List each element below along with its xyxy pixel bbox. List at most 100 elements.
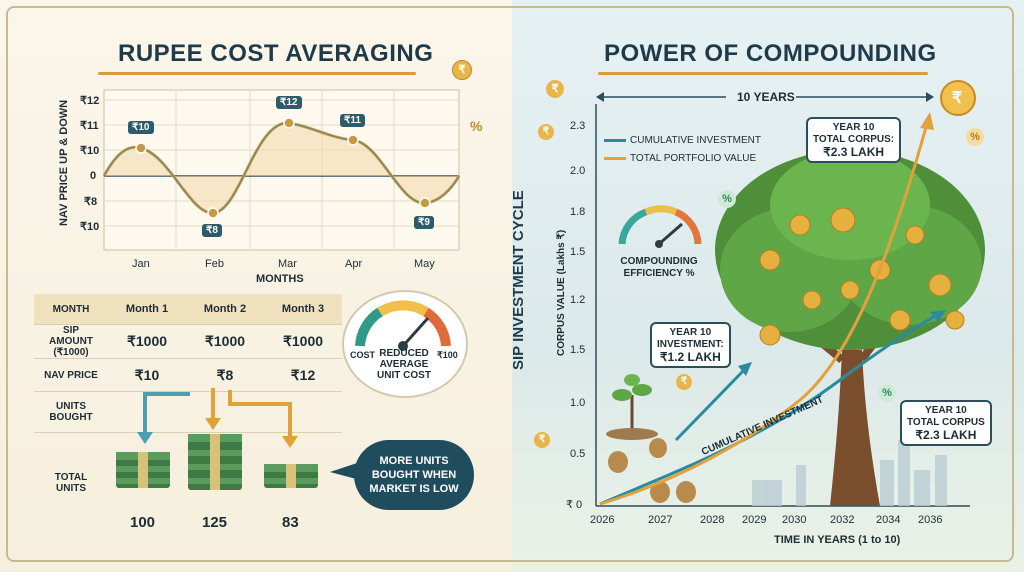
legend-item-investment: CUMULATIVE INVESTMENT: [604, 135, 761, 146]
nav-xtick: Feb: [205, 258, 224, 270]
table-cell: [264, 391, 342, 433]
nav-xtick: Mar: [278, 258, 297, 270]
table-row: UNITS BOUGHT: [34, 391, 342, 433]
money-tree-icon: [715, 150, 985, 506]
sip-table: MONTH Month 1 Month 2 Month 3 SIP AMOUNT…: [34, 294, 342, 533]
callout-value: ₹2.3 LAKH: [823, 145, 885, 159]
nav-xtick: May: [414, 258, 435, 270]
callout-line: INVESTMENT:: [657, 339, 724, 350]
table-row: TOTAL UNITS: [34, 433, 342, 534]
table-cell: ₹1000: [108, 324, 186, 359]
cumulative-investment-line: [599, 310, 943, 506]
percent-icon: %: [470, 118, 483, 134]
corpus-xtick: 2032: [830, 514, 855, 526]
legend-item-portfolio: TOTAL PORTFOLIO VALUE: [604, 153, 756, 164]
nav-point-mar: [283, 117, 295, 129]
nav-ytick: ₹10: [80, 145, 100, 157]
table-cell: ₹10: [108, 358, 186, 392]
corpus-ytick: 1.2: [570, 294, 586, 306]
corpus-ytick: 1.8: [570, 206, 586, 218]
corpus-xtick: 2028: [700, 514, 725, 526]
nav-ytick: ₹8: [84, 196, 98, 208]
corpus-ytick: 0.5: [570, 448, 586, 460]
cash-stack-icon: [188, 434, 242, 490]
percent-icon: %: [966, 128, 984, 146]
rupee-coin-icon: ₹: [952, 90, 963, 107]
table-header-cell: MONTH: [34, 294, 108, 325]
corpus-ytick: 1.5: [570, 344, 586, 356]
legend-swatch: [604, 138, 626, 142]
table-row: NAV PRICE ₹10 ₹8 ₹12: [34, 358, 342, 392]
nav-point-may: [419, 197, 431, 209]
percent-icon: %: [718, 190, 736, 208]
years-span: [596, 88, 934, 106]
corpus-xtick: 2027: [648, 514, 673, 526]
corpus-xtick: 2026: [590, 514, 615, 526]
corpus-xtick: 2029: [742, 514, 767, 526]
rupee-coin-icon: ₹: [676, 374, 692, 390]
coin-bag-icon: [608, 438, 696, 503]
nav-ytick: ₹12: [80, 95, 100, 107]
nav-line-teal: [103, 122, 460, 214]
rupee-coin-icon: ₹: [538, 124, 554, 140]
nav-point-label-jan: ₹10: [128, 121, 154, 134]
skyline-icon: [752, 440, 947, 506]
rupee-coin-icon: ₹: [546, 80, 564, 98]
table-cell: ₹8: [186, 358, 264, 392]
speech-text: MORE UNITS BOUGHT WHEN MARKET IS LOW: [369, 455, 459, 495]
nav-point-label-apr: ₹11: [340, 114, 365, 127]
gauge-dial-icon: [355, 300, 451, 351]
table-header-cell: Month 3: [264, 294, 342, 325]
corpus-ytick: 1.5: [570, 246, 586, 258]
years-label: 10 YEARS: [737, 90, 795, 104]
legend-swatch: [604, 156, 626, 160]
right-title: POWER OF COMPOUNDING: [604, 40, 937, 67]
table-header-cell: Month 1: [108, 294, 186, 325]
units-value: 100: [130, 514, 156, 531]
nav-point-apr: [347, 134, 359, 146]
units-value: 125: [202, 514, 228, 531]
efficiency-caption: COMPOUNDING EFFICIENCY %: [620, 256, 698, 279]
rupee-coin-icon: ₹: [452, 60, 472, 80]
nav-point-jan: [135, 142, 147, 154]
callout-value: ₹2.3 LAKH: [915, 428, 977, 442]
table-cell: [186, 391, 264, 433]
corpus-ytick: ₹ 0: [566, 499, 583, 511]
left-title: RUPEE COST AVERAGING: [118, 40, 434, 67]
units-arrows: [116, 388, 318, 490]
percent-icon: %: [878, 384, 896, 402]
nav-xtick: Jan: [132, 258, 150, 270]
table-row-label: SIP AMOUNT (₹1000): [34, 324, 108, 359]
speech-tail: [330, 462, 360, 480]
callout-line: YEAR 10: [669, 327, 712, 338]
nav-ytick: ₹11: [80, 120, 99, 132]
table-cell: ₹12: [264, 358, 342, 392]
corpus-xtick: 2034: [876, 514, 901, 526]
table-cell: ₹1000: [186, 324, 264, 359]
nav-xtick: Apr: [345, 258, 363, 270]
nav-point-label-mar: ₹12: [276, 96, 302, 109]
cash-stack-icon: [264, 464, 318, 488]
nav-point-label-feb: ₹8: [202, 224, 222, 237]
nav-point-feb: [207, 207, 219, 219]
callout-value: ₹1.2 LAKH: [659, 350, 721, 364]
callout-line: YEAR 10: [925, 405, 967, 416]
units-value: 83: [282, 514, 299, 531]
callout-total-corpus: YEAR 10 TOTAL CORPUS: ₹2.3 LAKH: [806, 117, 902, 163]
nav-ytick: 0: [90, 170, 97, 182]
nav-chart: [102, 89, 461, 251]
table-header-cell: Month 2: [186, 294, 264, 325]
corpus-xtick: 2030: [782, 514, 807, 526]
callout-line: TOTAL CORPUS:: [813, 134, 895, 145]
nav-xlabel: MONTHS: [256, 273, 304, 285]
cash-stack-icon: [116, 452, 170, 488]
table-header-row: MONTH Month 1 Month 2 Month 3: [34, 294, 342, 325]
nav-point-label-may: ₹9: [414, 216, 434, 229]
callout-line: TOTAL CORPUS: [907, 417, 985, 428]
nav-ytick: ₹10: [80, 221, 100, 233]
speech-bubble: MORE UNITS BOUGHT WHEN MARKET IS LOW: [354, 440, 474, 510]
callout-line: YEAR 10: [832, 122, 875, 133]
table-row-label: NAV PRICE: [34, 358, 108, 392]
